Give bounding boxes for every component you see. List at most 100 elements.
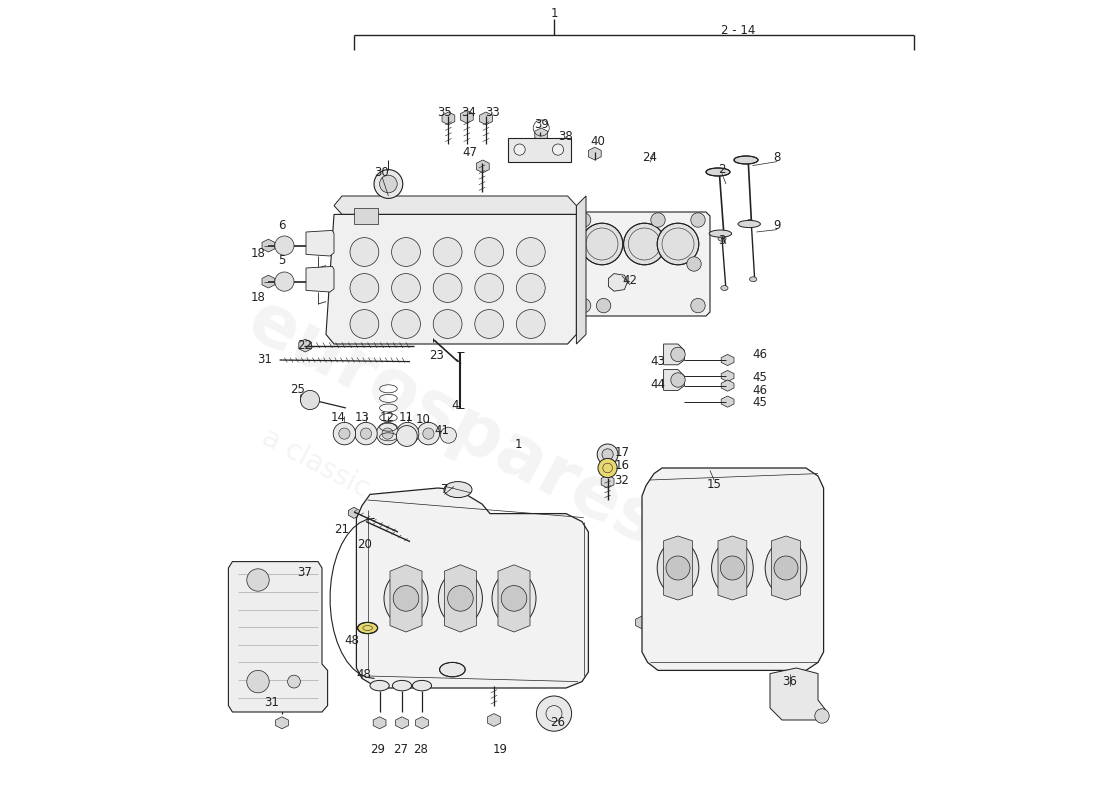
Ellipse shape	[710, 230, 732, 238]
Circle shape	[433, 274, 462, 302]
Polygon shape	[373, 717, 386, 729]
Text: 15: 15	[706, 478, 722, 490]
Polygon shape	[588, 147, 602, 160]
Text: 10: 10	[416, 413, 431, 426]
Circle shape	[666, 556, 690, 580]
Polygon shape	[770, 668, 826, 720]
Text: 46: 46	[752, 348, 767, 361]
Text: 23: 23	[429, 350, 443, 362]
Text: 7: 7	[441, 483, 448, 496]
Circle shape	[361, 428, 372, 439]
Text: 45: 45	[752, 371, 767, 384]
Ellipse shape	[657, 541, 698, 595]
Circle shape	[602, 449, 613, 460]
Ellipse shape	[370, 680, 389, 691]
Text: 25: 25	[290, 383, 306, 396]
Polygon shape	[574, 212, 710, 316]
Polygon shape	[722, 380, 734, 391]
Circle shape	[671, 347, 685, 362]
Text: 28: 28	[412, 743, 428, 756]
Ellipse shape	[718, 236, 726, 242]
Ellipse shape	[706, 168, 730, 176]
Polygon shape	[349, 507, 360, 518]
Ellipse shape	[393, 680, 411, 691]
Text: 30: 30	[375, 166, 389, 178]
Polygon shape	[262, 275, 275, 288]
Text: 32: 32	[615, 474, 629, 486]
Polygon shape	[576, 196, 586, 344]
Text: 16: 16	[615, 459, 629, 472]
Text: 31: 31	[257, 354, 272, 366]
Text: 46: 46	[752, 384, 767, 397]
Circle shape	[333, 422, 355, 445]
Polygon shape	[722, 354, 734, 366]
Text: 4: 4	[452, 399, 460, 412]
Polygon shape	[306, 230, 334, 256]
Polygon shape	[262, 239, 275, 252]
Text: 12: 12	[381, 411, 395, 424]
Text: 14: 14	[330, 411, 345, 424]
Polygon shape	[229, 562, 328, 712]
Circle shape	[576, 213, 591, 227]
Text: 26: 26	[550, 716, 565, 729]
Circle shape	[440, 427, 456, 443]
Text: 18: 18	[251, 247, 265, 260]
Polygon shape	[416, 717, 428, 729]
Circle shape	[379, 175, 397, 193]
Circle shape	[396, 422, 419, 445]
Text: eurospares: eurospares	[236, 286, 672, 562]
Circle shape	[374, 170, 403, 198]
Text: 13: 13	[354, 411, 370, 424]
Circle shape	[402, 428, 414, 439]
Circle shape	[552, 144, 563, 155]
Circle shape	[393, 586, 419, 611]
Circle shape	[597, 444, 618, 465]
Circle shape	[376, 422, 399, 445]
Ellipse shape	[712, 541, 754, 595]
Circle shape	[686, 257, 701, 271]
Circle shape	[382, 428, 393, 439]
Text: 43: 43	[650, 355, 666, 368]
Circle shape	[516, 274, 546, 302]
Circle shape	[392, 238, 420, 266]
Circle shape	[275, 272, 294, 291]
Text: 17: 17	[615, 446, 629, 458]
Polygon shape	[326, 214, 576, 344]
Text: 19: 19	[493, 743, 508, 756]
Circle shape	[475, 238, 504, 266]
Circle shape	[671, 373, 685, 387]
Circle shape	[624, 223, 666, 265]
Text: 37: 37	[297, 566, 311, 578]
Circle shape	[287, 675, 300, 688]
Text: 34: 34	[461, 106, 476, 118]
Polygon shape	[300, 392, 313, 405]
Circle shape	[576, 298, 591, 313]
Circle shape	[514, 144, 525, 155]
Ellipse shape	[412, 680, 431, 691]
Polygon shape	[722, 370, 734, 382]
Circle shape	[396, 426, 417, 446]
Ellipse shape	[746, 219, 754, 225]
Text: a classic parts since 1985: a classic parts since 1985	[257, 423, 587, 617]
Ellipse shape	[734, 156, 758, 164]
Circle shape	[516, 310, 546, 338]
Text: 1: 1	[550, 7, 558, 20]
Polygon shape	[361, 517, 372, 528]
Circle shape	[774, 556, 798, 580]
Text: 48: 48	[344, 634, 359, 646]
Polygon shape	[442, 112, 454, 125]
Ellipse shape	[738, 220, 760, 227]
Ellipse shape	[720, 286, 728, 290]
Polygon shape	[306, 266, 334, 292]
Text: 21: 21	[334, 523, 350, 536]
Text: 24: 24	[642, 151, 658, 164]
Circle shape	[651, 213, 666, 227]
Polygon shape	[356, 488, 588, 688]
Text: 11: 11	[398, 411, 414, 424]
Text: 35: 35	[437, 106, 452, 118]
Text: 33: 33	[485, 106, 499, 118]
Polygon shape	[663, 344, 684, 365]
Polygon shape	[299, 339, 311, 352]
Ellipse shape	[440, 662, 465, 677]
Circle shape	[392, 310, 420, 338]
